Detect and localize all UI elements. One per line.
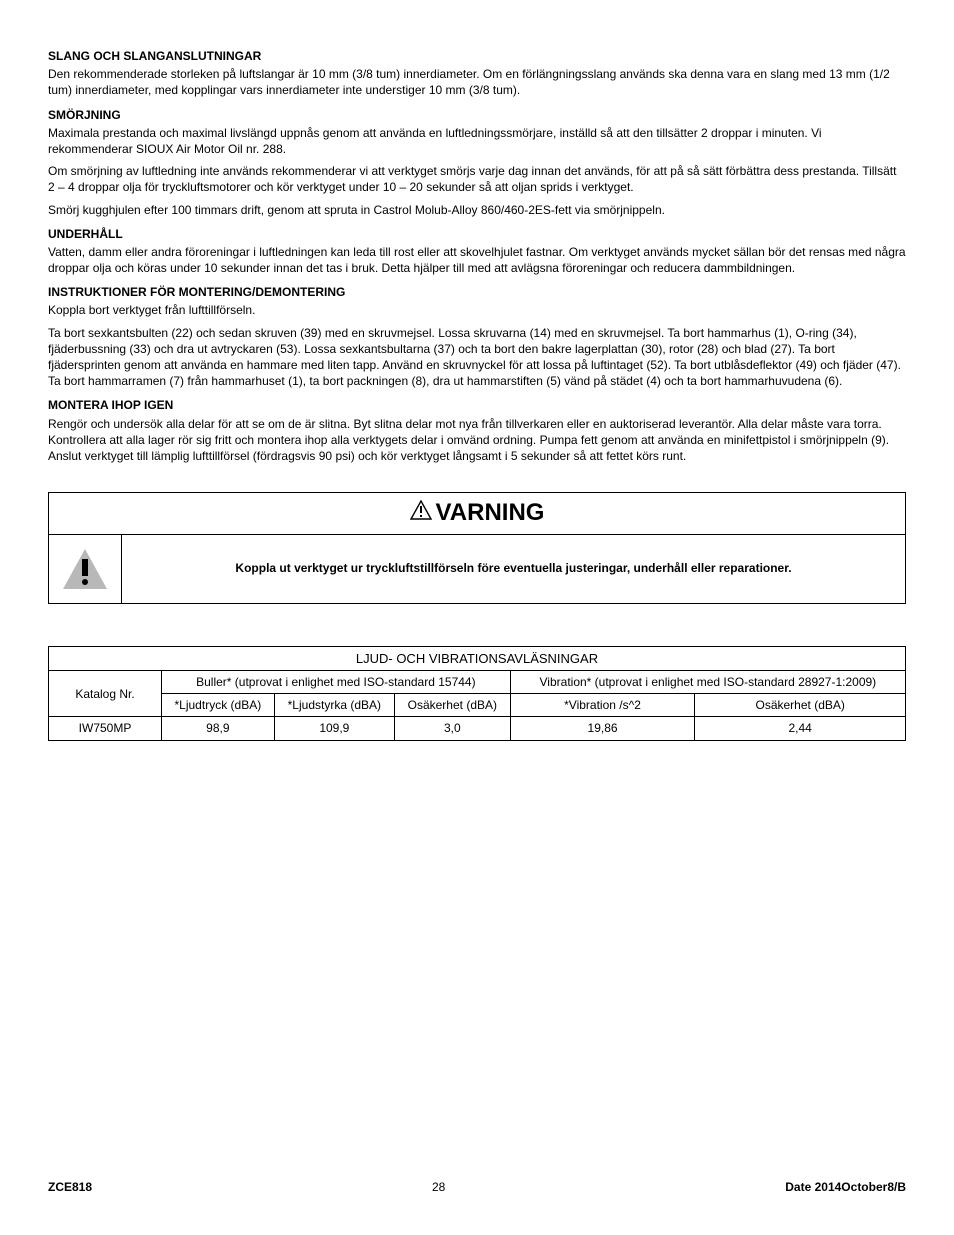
page-footer: ZCE818 28 Date 2014October8/B: [48, 1179, 906, 1195]
col-power: *Ljudstyrka (dBA): [274, 694, 394, 717]
col-uncert2: Osäkerhet (dBA): [695, 694, 906, 717]
footer-date: Date 2014October8/B: [785, 1179, 906, 1195]
warning-text: Koppla ut verktyget ur tryckluftstillför…: [122, 535, 905, 603]
paragraph: Maximala prestanda och maximal livslängd…: [48, 125, 906, 157]
warning-triangle-icon: [410, 497, 432, 529]
section-title-disasm: INSTRUKTIONER FÖR MONTERING/DEMONTERING: [48, 284, 906, 300]
warning-large-icon: [61, 547, 109, 591]
cell-uncert2: 2,44: [695, 717, 906, 740]
paragraph: Vatten, damm eller andra föroreningar i …: [48, 244, 906, 276]
readings-title: LJUD- OCH VIBRATIONSAVLÄSNINGAR: [49, 646, 906, 671]
warning-box: VARNING Koppla ut verktyget ur tryckluft…: [48, 492, 906, 603]
paragraph: Ta bort sexkantsbulten (22) och sedan sk…: [48, 325, 906, 390]
cell-uncert1: 3,0: [394, 717, 510, 740]
noise-group-header: Buller* (utprovat i enlighet med ISO-sta…: [162, 671, 511, 694]
paragraph: Rengör och undersök alla delar för att s…: [48, 416, 906, 465]
cell-catalog: IW750MP: [49, 717, 162, 740]
warning-header: VARNING: [49, 493, 905, 534]
paragraph: Smörj kugghjulen efter 100 timmars drift…: [48, 202, 906, 218]
footer-left: ZCE818: [48, 1179, 92, 1195]
paragraph: Koppla bort verktyget från lufttillförse…: [48, 302, 906, 318]
paragraph: Om smörjning av luftledning inte används…: [48, 163, 906, 195]
cell-vib: 19,86: [510, 717, 695, 740]
col-uncert1: Osäkerhet (dBA): [394, 694, 510, 717]
footer-page-number: 28: [432, 1179, 445, 1195]
warning-icon-cell: [49, 535, 122, 603]
col-pressure: *Ljudtryck (dBA): [162, 694, 275, 717]
cell-power: 109,9: [274, 717, 394, 740]
section-title-reasm: MONTERA IHOP IGEN: [48, 397, 906, 413]
col-vib: *Vibration /s^2: [510, 694, 695, 717]
section-title-maint: UNDERHÅLL: [48, 226, 906, 242]
col-catalog: Katalog Nr.: [49, 671, 162, 717]
cell-pressure: 98,9: [162, 717, 275, 740]
section-title-lube: SMÖRJNING: [48, 107, 906, 123]
warning-title: VARNING: [436, 497, 545, 529]
paragraph: Den rekommenderade storleken på luftslan…: [48, 66, 906, 98]
readings-table: LJUD- OCH VIBRATIONSAVLÄSNINGAR Katalog …: [48, 646, 906, 741]
section-title-hose: SLANG OCH SLANGANSLUTNINGAR: [48, 48, 906, 64]
vib-group-header: Vibration* (utprovat i enlighet med ISO-…: [510, 671, 905, 694]
